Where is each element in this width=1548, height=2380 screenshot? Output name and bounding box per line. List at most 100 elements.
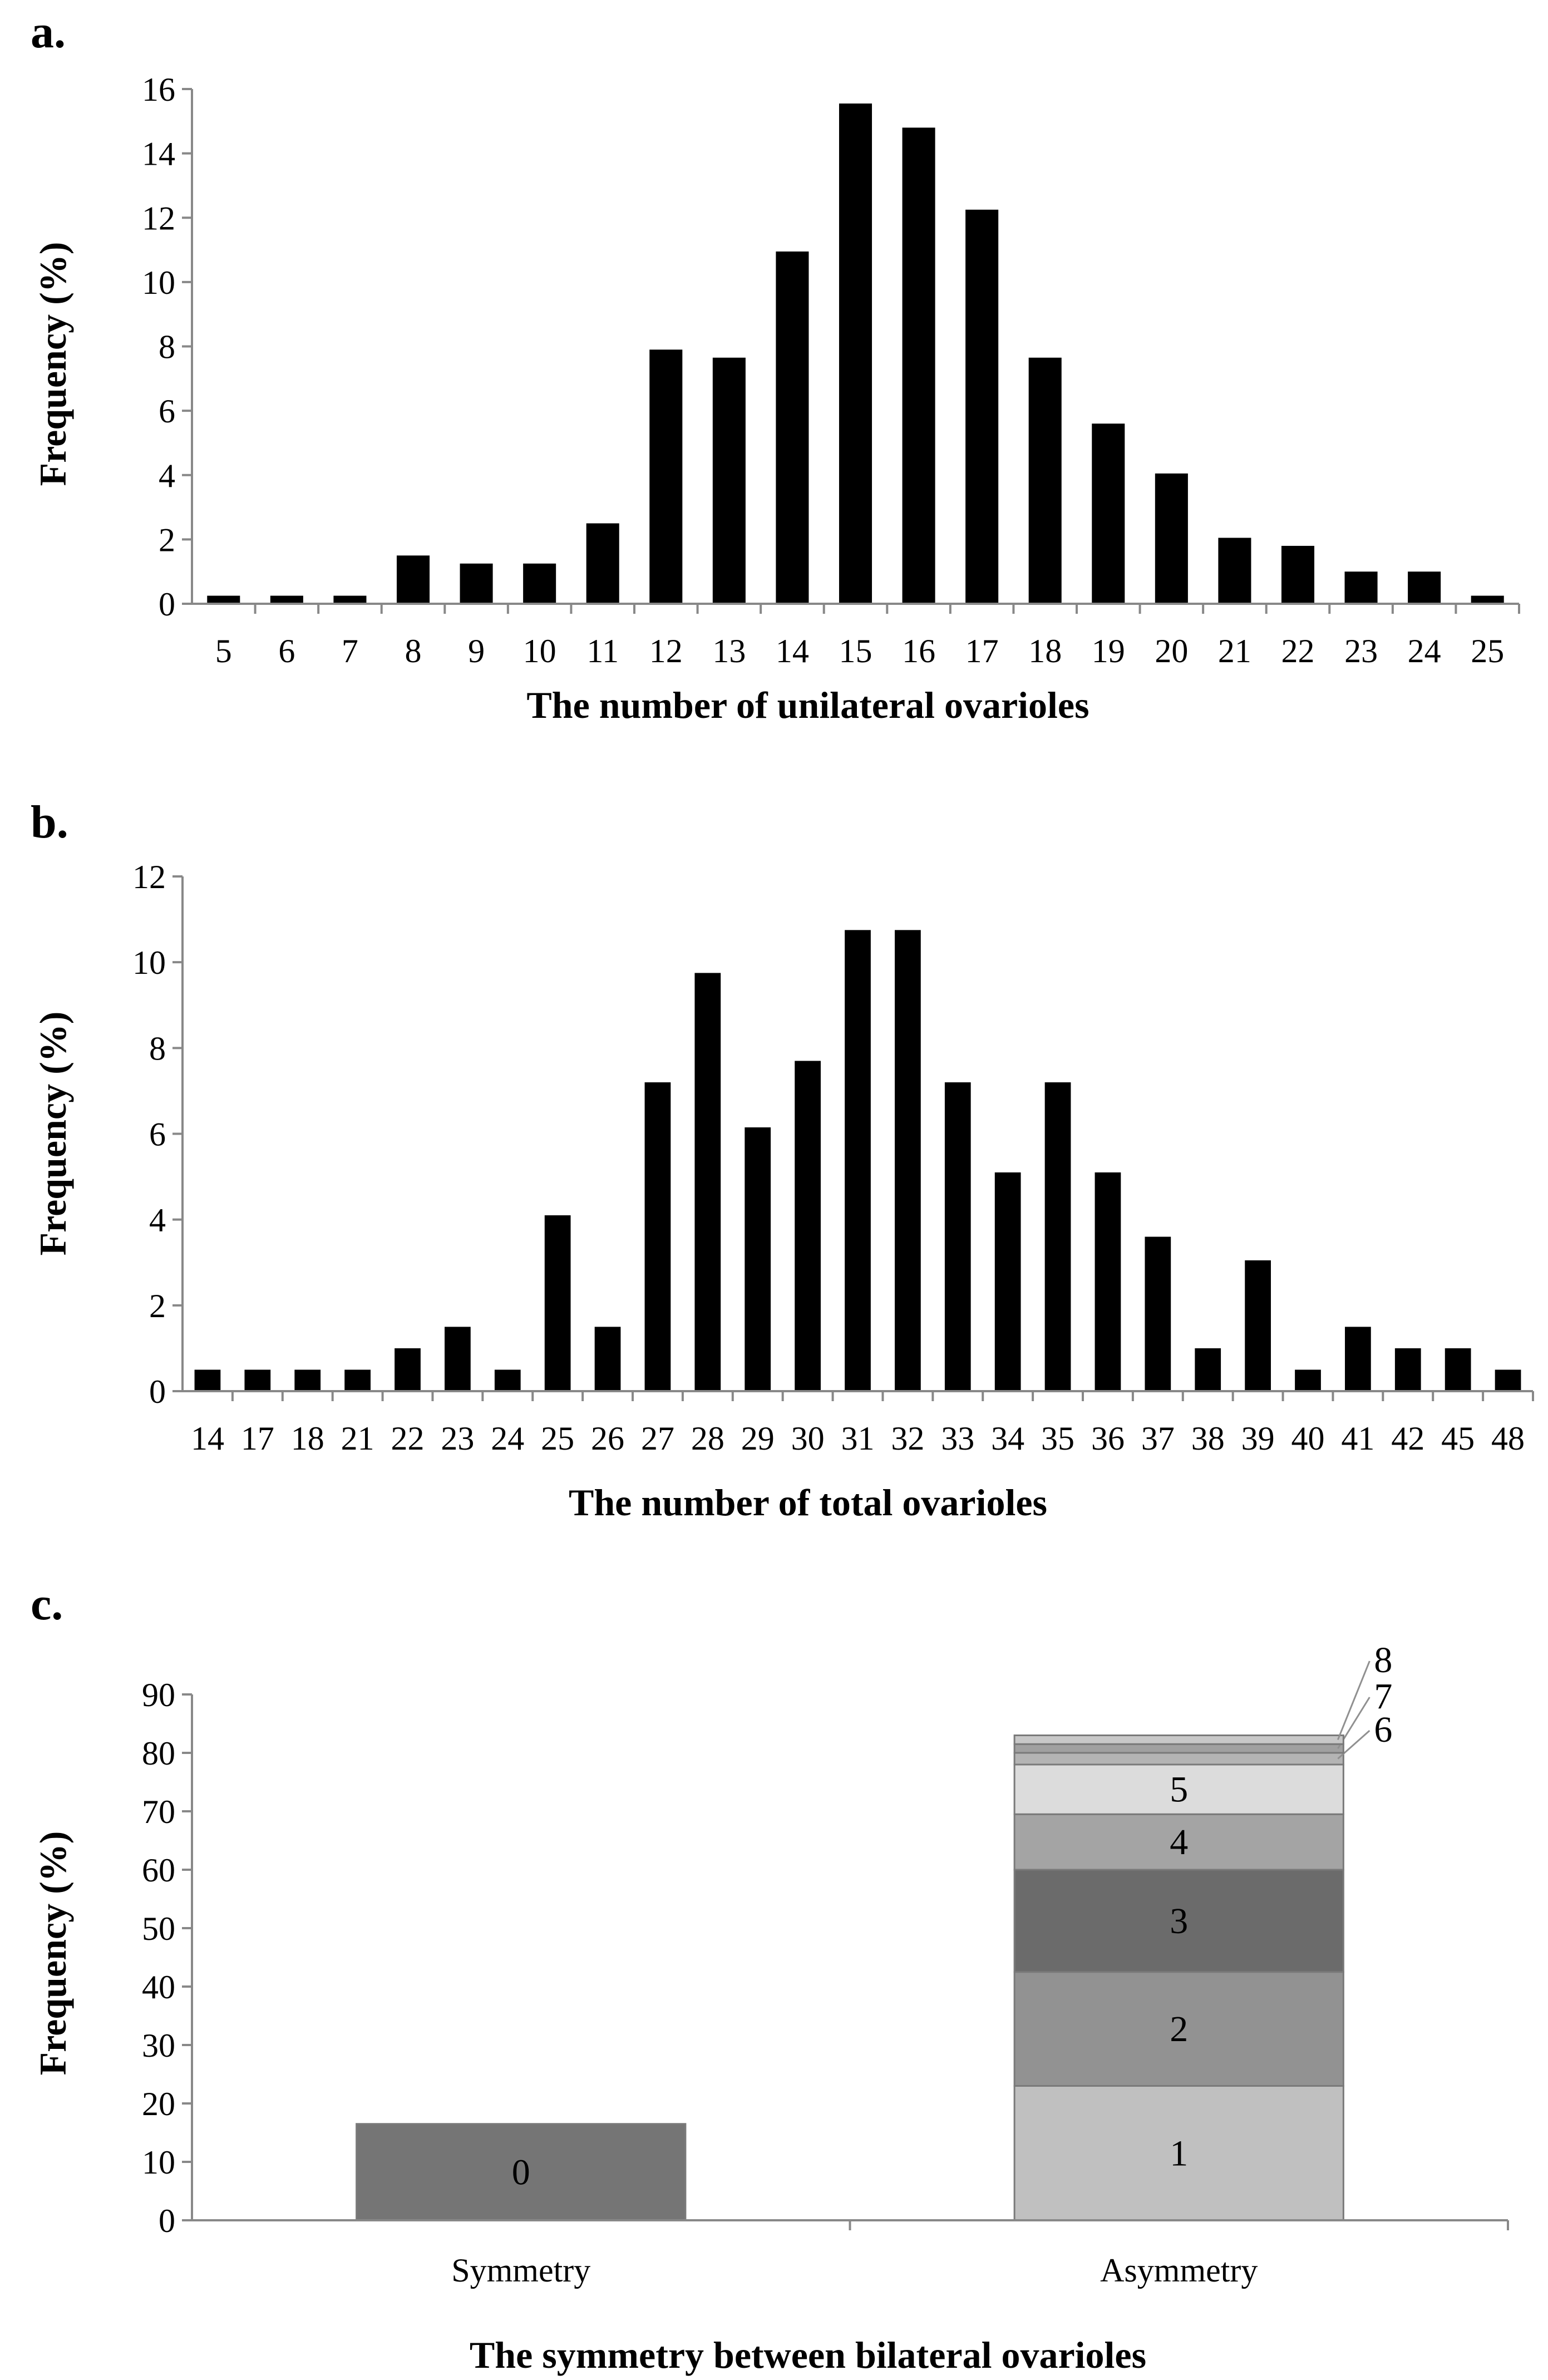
x-axis-title: The number of total ovarioles: [569, 1481, 1047, 1524]
stack-segment-0: [356, 2123, 687, 2221]
bar-5: [207, 595, 240, 604]
y-tick-label: 0: [149, 1373, 166, 1410]
bar-25: [544, 1215, 571, 1391]
segment-label-4: 4: [1170, 1822, 1188, 1862]
bar-27: [644, 1082, 671, 1391]
bar-14: [194, 1369, 221, 1391]
segment-label-3: 3: [1170, 1901, 1188, 1942]
bar-18: [1028, 357, 1062, 604]
x-tick-label: 42: [1391, 1420, 1424, 1457]
x-tick-label: 23: [441, 1420, 474, 1457]
bar-23: [1344, 571, 1378, 604]
stack-segment-8: [1013, 1735, 1344, 1745]
y-tick-label: 50: [142, 1910, 175, 1947]
x-tick-label: 20: [1155, 633, 1188, 669]
x-tick-label: 24: [491, 1420, 524, 1457]
y-axis-title: Frequency (%): [32, 1831, 74, 2076]
x-tick-label: 29: [741, 1420, 775, 1457]
bar-13: [712, 357, 746, 604]
bar-24: [1408, 571, 1441, 604]
leader-line-8: [1337, 1660, 1370, 1740]
y-tick-label: 8: [149, 1030, 166, 1067]
stack-segment-7: [1013, 1743, 1344, 1754]
stack-segment-2: [1013, 1971, 1344, 2087]
panel-b-label: b.: [31, 796, 68, 848]
x-tick-label: 48: [1491, 1420, 1525, 1457]
bar-40: [1295, 1369, 1321, 1391]
x-tick-label: 30: [791, 1420, 825, 1457]
x-tick-label: 37: [1141, 1420, 1175, 1457]
x-tick-label: 18: [291, 1420, 324, 1457]
bar-16: [902, 127, 935, 604]
bar-17: [965, 209, 999, 604]
y-tick-label: 80: [142, 1735, 175, 1772]
y-tick-label: 8: [159, 329, 175, 366]
bar-19: [1092, 423, 1125, 604]
y-tick-label: 12: [142, 200, 175, 236]
bar-38: [1195, 1348, 1221, 1391]
x-tick-label: 28: [691, 1420, 724, 1457]
bar-20: [1155, 473, 1188, 604]
bar-36: [1095, 1172, 1121, 1391]
segment-label-2: 2: [1170, 2009, 1188, 2049]
x-tick-label: 40: [1291, 1420, 1325, 1457]
y-tick-label: 2: [149, 1288, 166, 1324]
bar-32: [895, 930, 921, 1391]
x-tick-label: 15: [839, 633, 872, 669]
y-tick-label: 6: [159, 393, 175, 430]
x-tick-label: 10: [523, 633, 556, 669]
x-axis-title: The number of unilateral ovarioles: [526, 684, 1089, 726]
x-tick-label: 41: [1341, 1420, 1374, 1457]
y-tick-label: 10: [142, 2144, 175, 2181]
y-tick-label: 90: [142, 1677, 175, 1713]
y-tick-label: 70: [142, 1793, 175, 1830]
x-tick-label: 5: [215, 633, 232, 669]
bar-21: [1218, 538, 1251, 604]
bar-45: [1445, 1348, 1471, 1391]
x-axis-title: The symmetry between bilateral ovarioles: [470, 2334, 1146, 2376]
y-tick-label: 10: [142, 264, 175, 301]
bar-42: [1394, 1348, 1421, 1391]
bar-17: [244, 1369, 271, 1391]
x-tick-label: 23: [1344, 633, 1378, 669]
x-tick-label: 22: [1281, 633, 1315, 669]
bar-29: [745, 1127, 771, 1391]
x-tick-label: 25: [1471, 633, 1504, 669]
x-tick-label: 45: [1441, 1420, 1475, 1457]
x-tick-label: 9: [468, 633, 485, 669]
bar-39: [1245, 1260, 1271, 1391]
bar-34: [994, 1172, 1021, 1391]
bar-15: [839, 104, 872, 604]
bar-24: [494, 1369, 521, 1391]
x-tick-label: 34: [991, 1420, 1024, 1457]
bar-26: [594, 1327, 621, 1391]
panel-c-chart: c. 0 1 2 3 4 5 678 0 10 20 30 40 50 60 70 80 90 Symmetr…: [31, 1578, 1509, 2376]
x-tick-label: 21: [1218, 633, 1251, 669]
bar-23: [445, 1327, 471, 1391]
x-tick-label: 35: [1041, 1420, 1074, 1457]
x-tick-label: 6: [278, 633, 295, 669]
x-tick-label: 14: [191, 1420, 224, 1457]
segment-label-7: 7: [1374, 1676, 1392, 1717]
y-tick-label: 4: [149, 1202, 166, 1239]
x-tick-label: 18: [1028, 633, 1062, 669]
x-tick-label: 36: [1091, 1420, 1125, 1457]
x-tick-label: 11: [586, 633, 619, 669]
bar-11: [586, 523, 619, 604]
bar-30: [795, 1061, 821, 1391]
bar-6: [270, 595, 303, 604]
x-tick-label: 17: [965, 633, 999, 669]
bar-7: [333, 595, 367, 604]
segment-label-0: 0: [512, 2152, 530, 2192]
segment-label-5: 5: [1170, 1770, 1188, 1810]
bar-9: [460, 563, 493, 604]
x-tick-label: 39: [1241, 1420, 1275, 1457]
stack-segment-6: [1013, 1752, 1344, 1766]
stack-segment-1: [1013, 2085, 1344, 2221]
x-tick-label: Symmetry: [451, 2252, 590, 2289]
y-tick-label: 14: [142, 136, 175, 173]
x-tick-label: 25: [541, 1420, 574, 1457]
leader-line-6: [1337, 1729, 1370, 1760]
y-tick-label: 10: [132, 944, 166, 981]
